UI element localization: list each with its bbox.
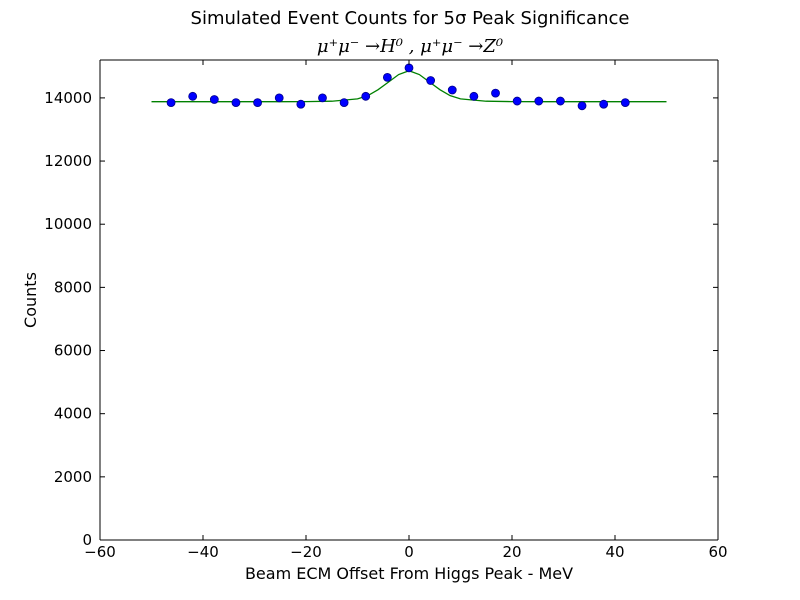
data-point [469,91,479,101]
data-point [296,99,306,109]
data-point [166,98,176,108]
x-tick-label: −20 [290,543,322,561]
data-point [577,101,587,111]
data-point [274,93,284,103]
x-tick-label: −60 [84,543,116,561]
data-point [318,93,327,103]
data-point [253,98,262,108]
data-point [382,72,392,82]
x-tick-label: 60 [708,543,727,561]
data-point [620,98,630,108]
data-point [188,91,198,101]
data-point [426,76,436,85]
plot-background [100,60,718,540]
chart-title: Simulated Event Counts for 5σ Peak Signi… [191,8,630,29]
y-tick-label: 0 [82,531,92,549]
x-axis-label: Beam ECM Offset From Higgs Peak - MeV [245,564,573,583]
y-tick-label: 12000 [44,152,92,170]
y-tick-label: 8000 [54,278,92,296]
data-point [491,88,500,98]
y-tick-label: 6000 [54,342,92,360]
y-tick-label: 4000 [54,405,92,423]
x-tick-label: 40 [605,543,624,561]
data-point [404,63,414,73]
data-point [231,98,241,108]
data-point [447,85,457,95]
data-point [534,96,544,106]
plot-area: −60 −40 −20 0 20 40 60 0 2000 4000 6000 8000 10000 12… [44,59,728,561]
x-tick-label: 20 [502,543,521,561]
data-point [209,95,219,104]
y-tick-label: 10000 [44,215,92,233]
x-tick-label: 0 [404,543,414,561]
data-point [512,96,522,106]
data-point [599,99,609,109]
data-point [361,91,371,101]
x-tick-label: −40 [187,543,219,561]
data-point [556,96,565,106]
y-tick-label: 14000 [44,89,92,107]
data-point [339,98,349,108]
y-axis-label: Counts [21,272,40,328]
chart-subtitle: μ⁺μ⁻ →H⁰ , μ⁺μ⁻ →Z⁰ [317,36,503,57]
y-tick-label: 2000 [54,468,92,486]
